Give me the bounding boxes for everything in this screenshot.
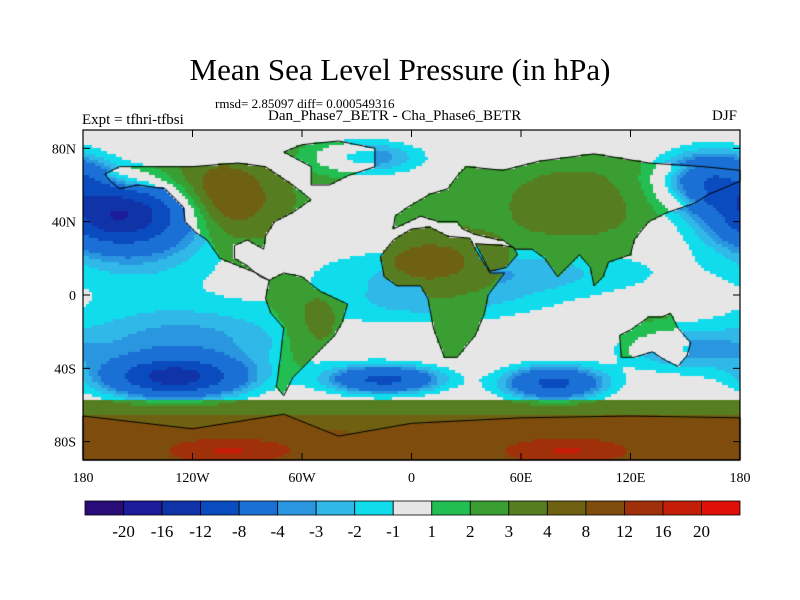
colorbar-label: -1 (386, 522, 400, 541)
colorbar-label: -20 (112, 522, 135, 541)
colorbar-label: -2 (348, 522, 362, 541)
y-tick-label: 80S (54, 436, 76, 451)
colorbar-label: 1 (428, 522, 437, 541)
colorbar-label: -12 (189, 522, 212, 541)
experiment-label: Expt = tfhri-tfbsi (82, 112, 184, 128)
x-tick-label: 0 (408, 471, 415, 486)
colorbar-box (392, 500, 433, 516)
comparison-label: Dan_Phase7_BETR - Cha_Phase6_BETR (268, 108, 522, 124)
colorbar-label: 12 (616, 522, 633, 541)
colorbar-label: 20 (693, 522, 710, 541)
colorbar-box (123, 500, 163, 516)
y-tick-label: 40N (52, 216, 76, 231)
colorbar-label: -4 (271, 522, 286, 541)
colorbar-box (585, 500, 625, 516)
x-tick-label: 180 (730, 471, 751, 486)
colorbar-box (701, 500, 741, 516)
colorbar-box (200, 500, 240, 516)
x-tick-label: 180 (73, 471, 94, 486)
colorbar-box (662, 500, 702, 516)
x-tick-label: 60W (288, 471, 316, 486)
colorbar-box (238, 500, 279, 516)
stats-line: rmsd= 2.85097 diff= 0.000549316 (215, 96, 395, 111)
map-frame (82, 129, 741, 461)
colorbar-box (546, 500, 587, 516)
colorbar-box (84, 500, 124, 516)
colorbar-box (624, 500, 664, 516)
y-tick-label: 0 (69, 289, 76, 304)
x-tick-label: 60E (510, 471, 533, 486)
colorbar-label: 3 (505, 522, 514, 541)
colorbar-label: 8 (582, 522, 591, 541)
colorbar-label: 16 (654, 522, 671, 541)
colorbar-box (161, 500, 201, 516)
x-tick-label: 120W (175, 471, 210, 486)
colorbar-box (354, 500, 394, 516)
y-tick-label: 80N (52, 142, 76, 157)
colorbar-box (315, 500, 356, 516)
colorbar-label: -8 (232, 522, 246, 541)
colorbar-box (469, 500, 510, 516)
colorbar-label: 2 (466, 522, 475, 541)
colorbar-label: 4 (543, 522, 552, 541)
chart-title: Mean Sea Level Pressure (in hPa) (189, 52, 611, 87)
x-tick-label: 120E (616, 471, 646, 486)
colorbar-box (431, 500, 471, 516)
y-tick-label: 40S (54, 362, 76, 377)
colorbar-label: -16 (151, 522, 174, 541)
colorbar-box (508, 500, 548, 516)
season-label: DJF (712, 108, 738, 124)
colorbar-label: -3 (309, 522, 323, 541)
colorbar-box (277, 500, 317, 516)
